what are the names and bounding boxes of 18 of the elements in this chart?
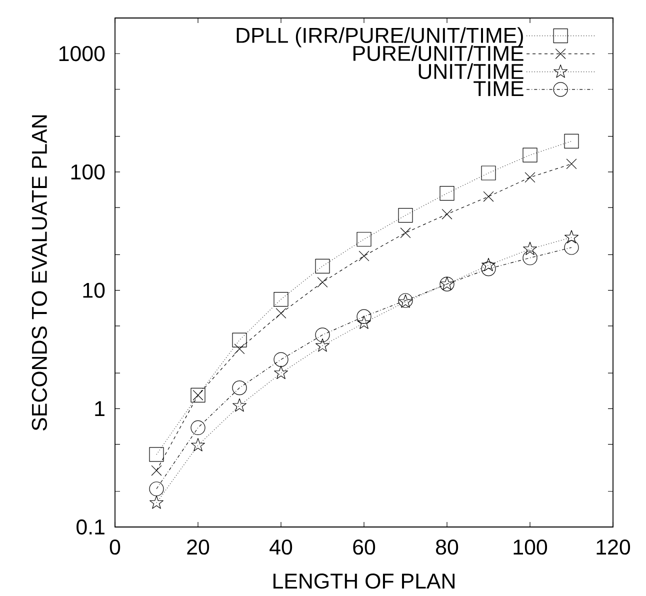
x-tick-label: 0 — [110, 540, 120, 555]
y-tick-label: 10 — [83, 282, 105, 298]
x-tick-label: 60 — [353, 540, 376, 555]
x-tick-label: 120 — [596, 540, 630, 555]
legend-label: DPLL (IRR/PURE/UNIT/TIME) — [236, 27, 523, 48]
x-tick-label: 100 — [514, 540, 548, 555]
y-tick-label: 100 — [71, 164, 105, 180]
y-tick-label: 0.1 — [76, 519, 104, 535]
x-tick-label: 40 — [270, 540, 292, 555]
x-tick-label: 20 — [187, 540, 210, 555]
x-axis-title: LENGTH OF PLAN — [274, 574, 454, 589]
legend-label: TIME — [474, 81, 524, 96]
y-tick-label: 1 — [95, 401, 104, 416]
x-tick-label: 80 — [436, 540, 458, 555]
legend-label: UNIT/TIME — [418, 63, 524, 80]
legend-label: PURE/UNIT/TIME — [353, 45, 524, 62]
y-tick-label: 1000 — [59, 46, 105, 62]
y-axis-title: SECONDS TO EVALUATE PLAN — [32, 115, 47, 430]
